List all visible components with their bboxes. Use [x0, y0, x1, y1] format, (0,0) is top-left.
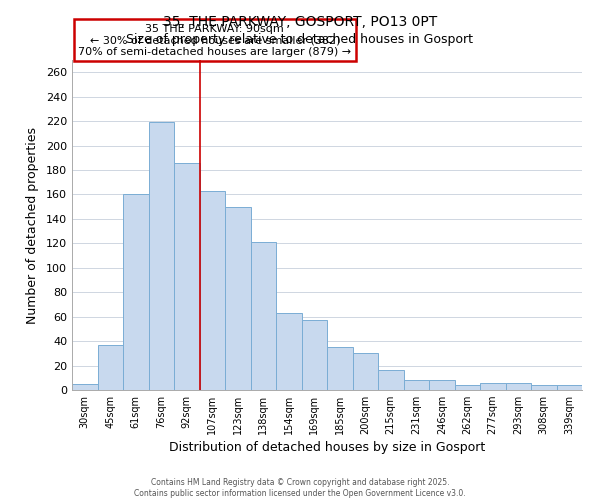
Bar	[123, 194, 149, 390]
Bar	[531, 385, 557, 390]
Bar	[429, 380, 455, 390]
Bar	[72, 384, 97, 390]
Text: 35, THE PARKWAY, GOSPORT, PO13 0PT: 35, THE PARKWAY, GOSPORT, PO13 0PT	[163, 15, 437, 29]
Bar	[251, 242, 276, 390]
Bar	[327, 347, 353, 390]
Bar	[149, 122, 174, 390]
Text: Size of property relative to detached houses in Gosport: Size of property relative to detached ho…	[127, 32, 473, 46]
Bar	[199, 191, 225, 390]
Text: 35 THE PARKWAY: 90sqm
← 30% of detached houses are smaller (382)
70% of semi-det: 35 THE PARKWAY: 90sqm ← 30% of detached …	[78, 24, 352, 56]
Bar	[276, 313, 302, 390]
Bar	[225, 206, 251, 390]
X-axis label: Distribution of detached houses by size in Gosport: Distribution of detached houses by size …	[169, 442, 485, 454]
Bar	[404, 380, 429, 390]
Bar	[174, 162, 199, 390]
Y-axis label: Number of detached properties: Number of detached properties	[26, 126, 39, 324]
Bar	[557, 385, 582, 390]
Text: Contains HM Land Registry data © Crown copyright and database right 2025.
Contai: Contains HM Land Registry data © Crown c…	[134, 478, 466, 498]
Bar	[480, 382, 505, 390]
Bar	[455, 385, 480, 390]
Bar	[353, 354, 378, 390]
Bar	[97, 345, 123, 390]
Bar	[302, 320, 327, 390]
Bar	[505, 382, 531, 390]
Bar	[378, 370, 404, 390]
